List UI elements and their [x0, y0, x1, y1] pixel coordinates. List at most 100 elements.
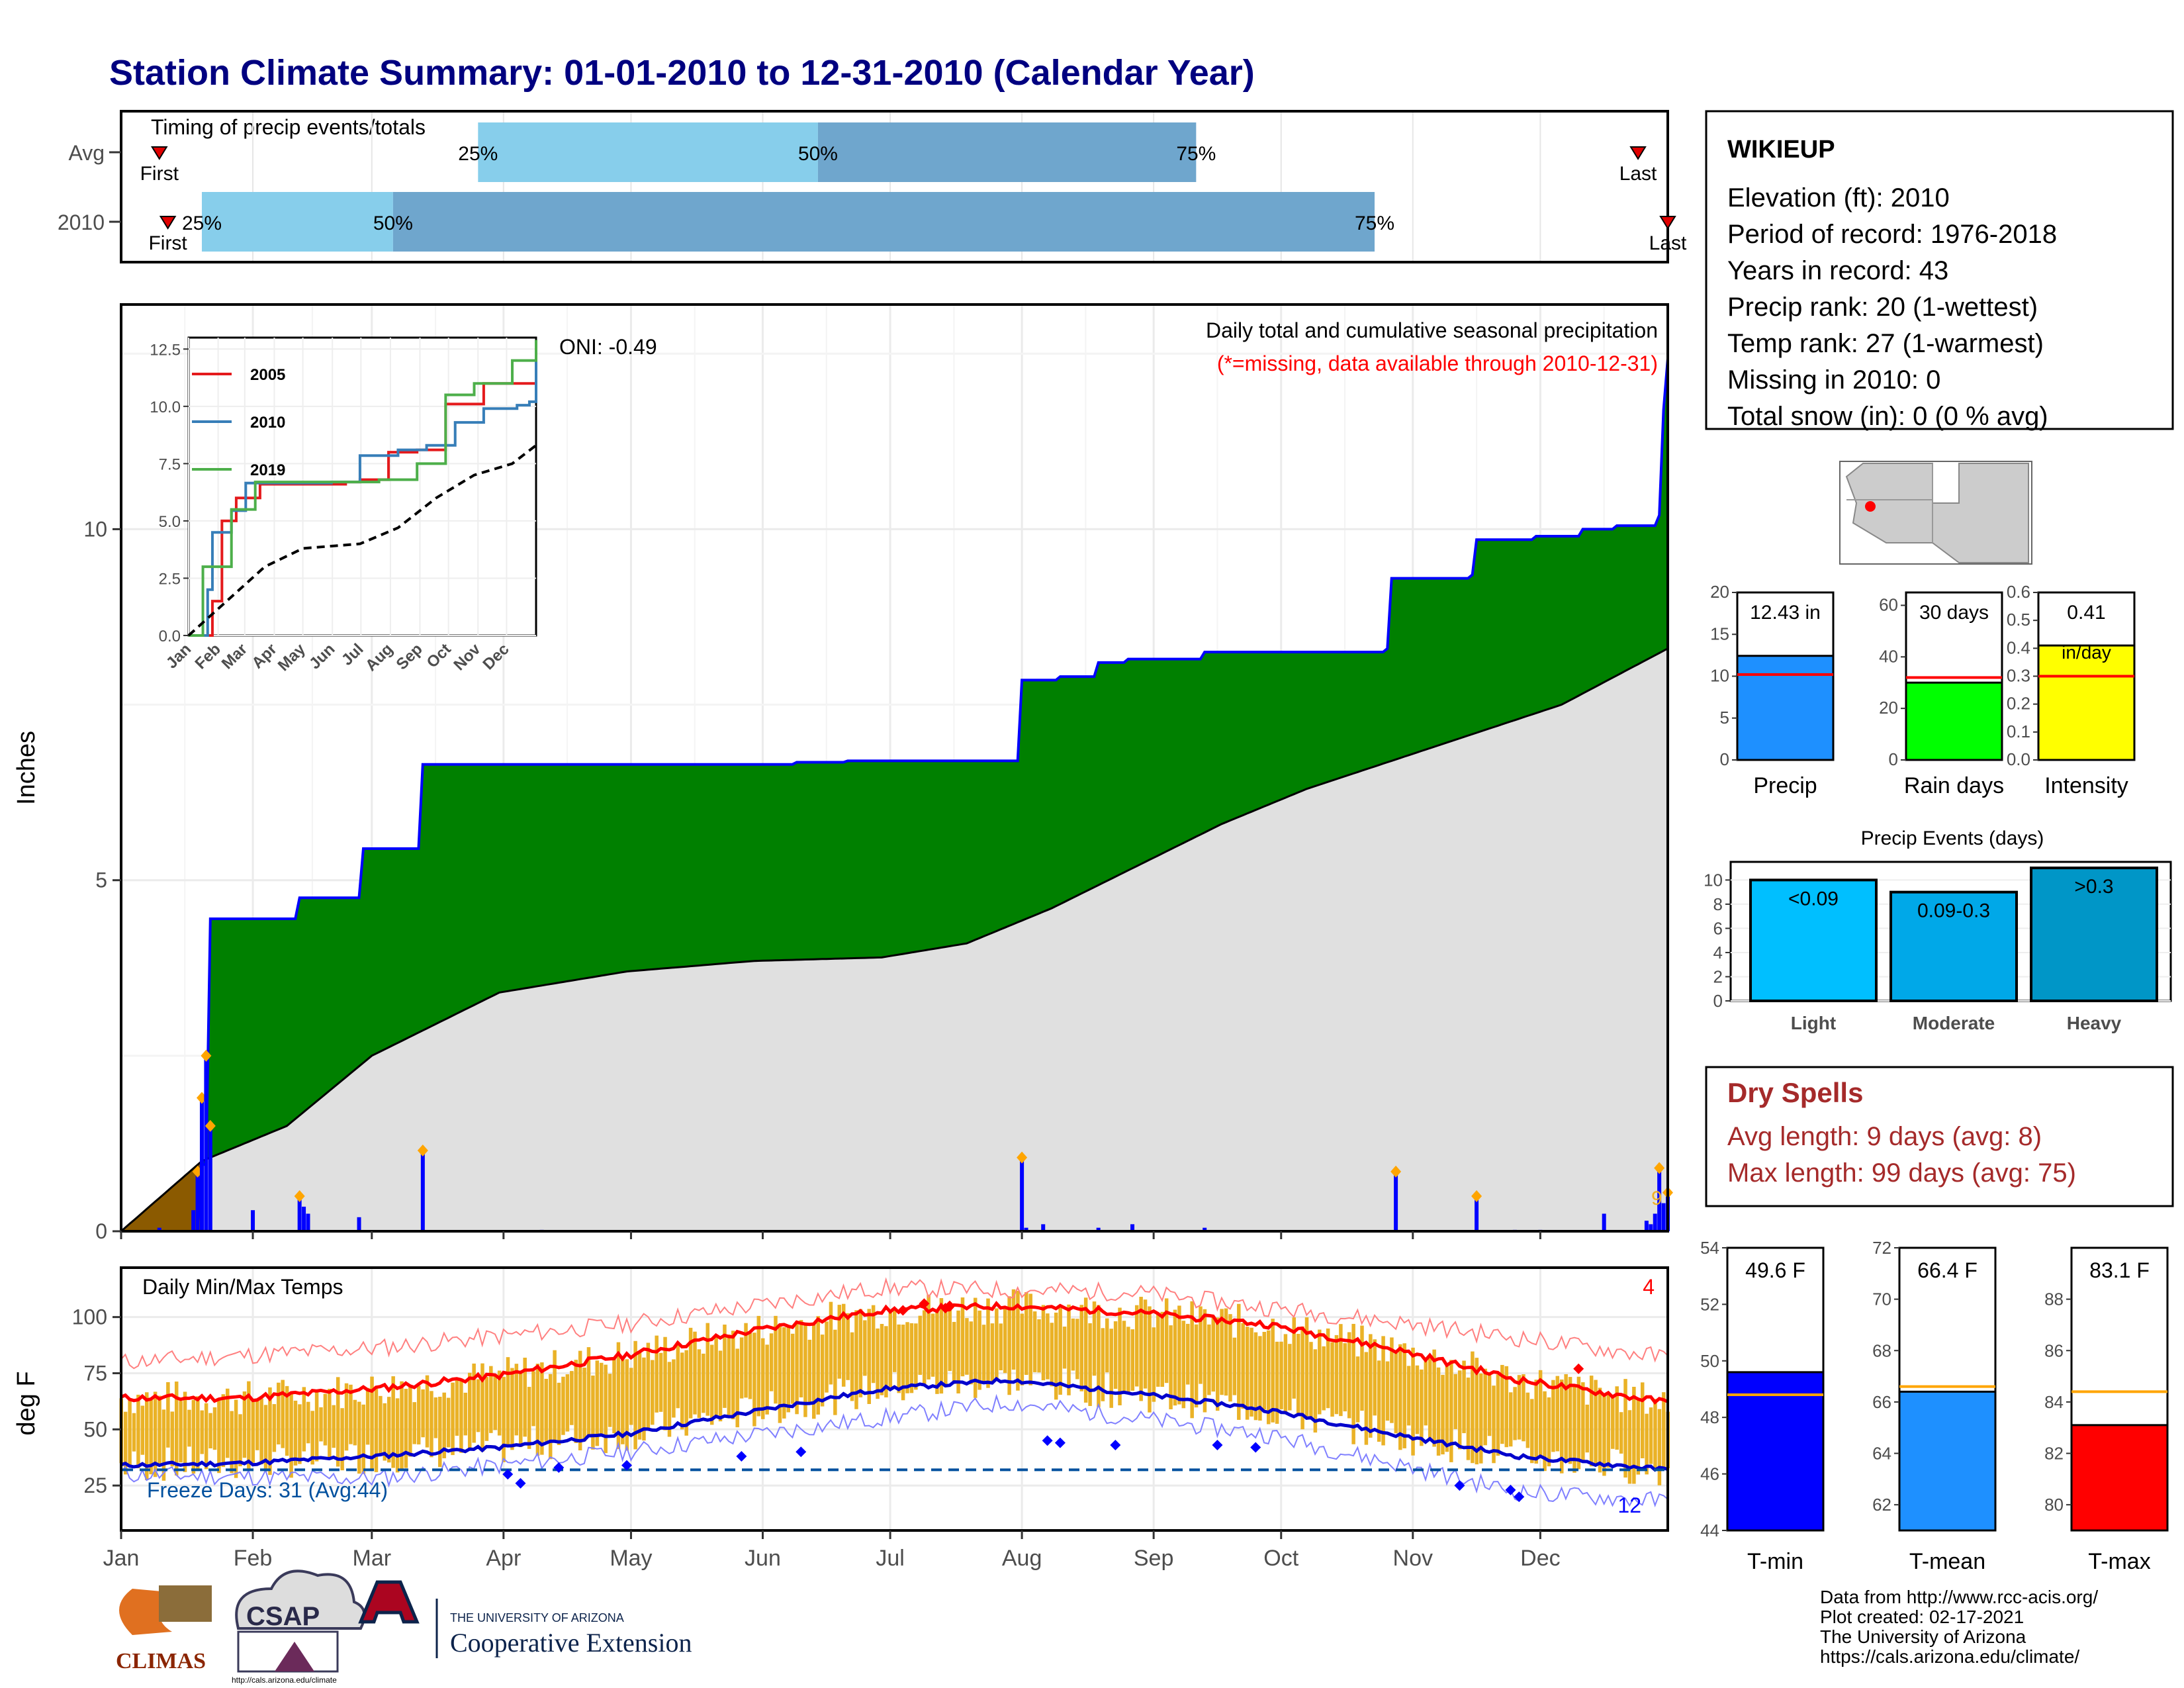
daily-temp-range-bar	[718, 1350, 723, 1422]
csap-url: http://cals.arizona.edu/climate	[232, 1675, 337, 1685]
avg-max-temp-line	[120, 1301, 1669, 1405]
temp-summary-bar-T-min	[1726, 1371, 1825, 1532]
events-category-label: Light	[1791, 1013, 1836, 1033]
daily-temp-range-bar	[1296, 1334, 1300, 1416]
daily-temp-range-bar	[1369, 1334, 1373, 1438]
inset-legend-label: 2005	[250, 366, 285, 384]
daily-temp-range-bar	[314, 1389, 319, 1462]
daily-temp-range-bar	[183, 1391, 187, 1472]
daily-temp-range-bar	[1606, 1393, 1611, 1468]
daily-temp-range-bar	[1220, 1309, 1224, 1395]
daily-temp-range-bar	[226, 1388, 230, 1458]
daily-temp-range-bar	[952, 1321, 956, 1384]
daily-temp-range-bar	[1292, 1317, 1297, 1399]
daily-temp-range-bar	[829, 1301, 833, 1385]
dry-spells-frame	[1705, 1066, 2174, 1207]
temp-summary-y-tick-label: 64	[1872, 1444, 1891, 1464]
daily-temp-range-bar	[153, 1391, 158, 1477]
daily-temp-range-bar	[960, 1297, 965, 1377]
daily-temp-range-bar	[1534, 1380, 1538, 1464]
daily-temp-range-bar	[1313, 1349, 1318, 1433]
dry-spells-title: Dry Spells	[1727, 1077, 1863, 1108]
events-y-tick-label: 6	[1713, 918, 1723, 938]
daily-temp-range-bar	[446, 1397, 451, 1448]
daily-temp-range-bar	[1564, 1374, 1568, 1461]
daily-temp-range-bar	[557, 1382, 561, 1445]
daily-temp-range-bar	[1602, 1395, 1606, 1476]
freeze-days: Freeze Days: 31 (Avg:44)	[147, 1478, 388, 1502]
summary-y-tick-label: 0.6	[2007, 582, 2030, 602]
daily-temp-range-bar	[1266, 1330, 1271, 1425]
daily-temp-range-bar	[633, 1340, 637, 1450]
daily-temp-range-bar	[1538, 1370, 1543, 1456]
summary-bar-Intensity	[2037, 644, 2136, 761]
daily-temp-range-bar	[1517, 1375, 1522, 1440]
daily-temp-range-bar	[548, 1374, 553, 1460]
first-label: First	[148, 232, 187, 254]
daily-temp-range-bar	[1373, 1339, 1377, 1416]
events-bar-Moderate	[1889, 890, 2018, 1003]
daily-temp-range-bar	[927, 1294, 931, 1380]
precip-corner-count: 9	[1651, 1188, 1662, 1209]
daily-temp-range-bar	[1113, 1321, 1118, 1389]
daily-precip-bar	[1644, 1221, 1649, 1231]
credit-university: The University of Arizona	[1820, 1626, 2026, 1647]
temp-summary-y-tick-label: 68	[1872, 1340, 1891, 1360]
daily-precip-marker	[1654, 1162, 1665, 1174]
temp-frame	[120, 1266, 1669, 1532]
ua-top-text: THE UNIVERSITY OF ARIZONA	[450, 1611, 624, 1624]
daily-precip-bar	[302, 1206, 306, 1231]
timing-row-label: 2010	[58, 211, 105, 234]
daily-temp-range-bar	[1122, 1321, 1126, 1393]
daily-temp-range-bar	[1594, 1380, 1598, 1466]
temp-summary-y-tick-label: 54	[1700, 1238, 1719, 1258]
daily-precip-bar	[1203, 1227, 1207, 1231]
daily-temp-range-bar	[1508, 1392, 1513, 1447]
daily-temp-range-bar	[1432, 1349, 1436, 1447]
daily-temp-range-bar	[978, 1310, 981, 1390]
daily-temp-range-bar	[285, 1385, 289, 1456]
daily-temp-range-bar	[884, 1326, 888, 1397]
summary-value-label: 12.43 in	[1750, 602, 1821, 624]
daily-temp-range-bar	[1054, 1312, 1058, 1400]
daily-temp-range-bar	[370, 1376, 374, 1470]
daily-temp-range-bar	[846, 1313, 850, 1380]
daily-temp-range-bar	[293, 1400, 298, 1466]
surplus-area	[121, 358, 1668, 1232]
daily-temp-range-bar	[1207, 1324, 1211, 1395]
temp-summary-category-label: T-min	[1747, 1549, 1803, 1574]
daily-precip-marker	[1471, 1190, 1482, 1202]
daily-temp-range-bar	[1500, 1364, 1504, 1444]
daily-temp-range-bar	[349, 1384, 353, 1444]
daily-temp-range-bar	[735, 1348, 739, 1428]
daily-temp-range-bar	[1101, 1328, 1105, 1401]
daily-temp-range-bar	[1071, 1318, 1075, 1371]
summary-y-tick-label: 10	[1710, 666, 1729, 686]
daily-temp-range-bar	[1398, 1344, 1402, 1450]
summary-value-label: 30 days	[1919, 602, 1989, 624]
daily-temp-range-bar	[990, 1323, 995, 1382]
daily-temp-range-bar	[484, 1377, 489, 1441]
daily-precip-bar	[1661, 1203, 1666, 1231]
daily-temp-range-bar	[391, 1376, 395, 1468]
daily-temp-range-bar	[965, 1318, 969, 1375]
daily-temp-range-bar	[1415, 1365, 1420, 1434]
daily-temp-range-bar	[1186, 1323, 1190, 1385]
daily-temp-range-bar	[570, 1371, 574, 1425]
daily-temp-range-bar	[191, 1399, 196, 1474]
temp-summary-y-tick-label: 86	[2044, 1340, 2064, 1360]
first-marker-icon	[150, 146, 168, 160]
csap-logo: CSAP http://cals.arizona.edu/climate	[232, 1570, 366, 1685]
timing-bar-early	[201, 192, 393, 252]
first-label: First	[140, 163, 179, 185]
daily-temp-range-bar	[723, 1325, 727, 1408]
daily-temp-range-bar	[1420, 1369, 1424, 1446]
daily-temp-range-bar	[540, 1362, 544, 1455]
daily-temp-range-bar	[361, 1404, 365, 1474]
daily-temp-range-bar	[561, 1376, 565, 1435]
daily-temp-range-bar	[1457, 1370, 1462, 1450]
daily-temp-range-bar	[277, 1382, 281, 1445]
daily-temp-range-bar	[268, 1387, 272, 1476]
daily-temp-range-bar	[1020, 1313, 1024, 1385]
daily-temp-range-bar	[1568, 1377, 1572, 1464]
